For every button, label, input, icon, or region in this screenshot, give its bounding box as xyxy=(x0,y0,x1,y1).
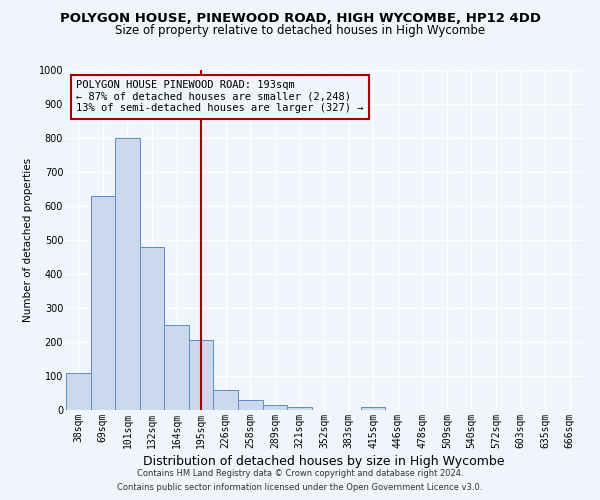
Bar xyxy=(361,406,385,410)
Y-axis label: Number of detached properties: Number of detached properties xyxy=(23,158,33,322)
Bar xyxy=(140,247,164,410)
Bar xyxy=(214,390,238,410)
Bar xyxy=(115,138,140,410)
Bar xyxy=(91,196,115,410)
Bar xyxy=(287,406,312,410)
X-axis label: Distribution of detached houses by size in High Wycombe: Distribution of detached houses by size … xyxy=(143,455,505,468)
Text: Contains HM Land Registry data © Crown copyright and database right 2024.: Contains HM Land Registry data © Crown c… xyxy=(137,468,463,477)
Bar xyxy=(66,372,91,410)
Bar xyxy=(189,340,214,410)
Bar xyxy=(263,405,287,410)
Text: Size of property relative to detached houses in High Wycombe: Size of property relative to detached ho… xyxy=(115,24,485,37)
Bar xyxy=(238,400,263,410)
Text: POLYGON HOUSE, PINEWOOD ROAD, HIGH WYCOMBE, HP12 4DD: POLYGON HOUSE, PINEWOOD ROAD, HIGH WYCOM… xyxy=(59,12,541,26)
Bar xyxy=(164,325,189,410)
Text: Contains public sector information licensed under the Open Government Licence v3: Contains public sector information licen… xyxy=(118,484,482,492)
Text: POLYGON HOUSE PINEWOOD ROAD: 193sqm
← 87% of detached houses are smaller (2,248): POLYGON HOUSE PINEWOOD ROAD: 193sqm ← 87… xyxy=(76,80,364,114)
